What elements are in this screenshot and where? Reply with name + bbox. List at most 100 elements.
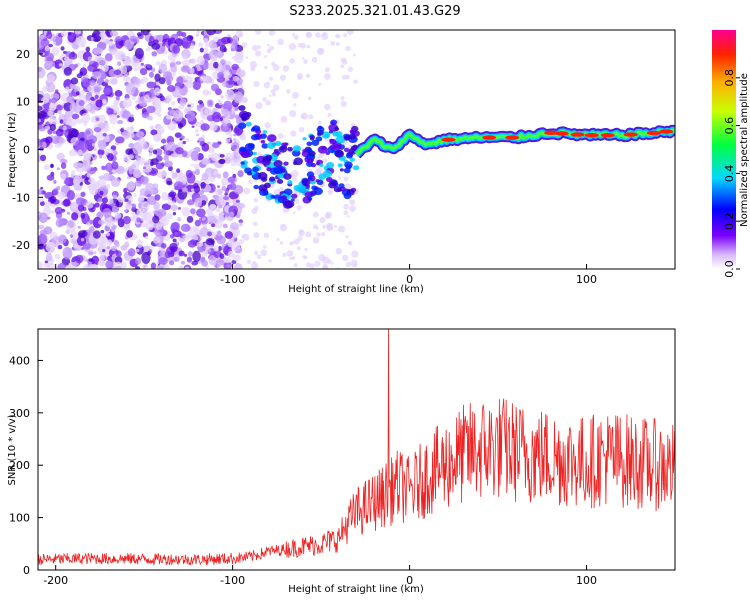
noise-blob	[121, 131, 131, 140]
noise-blob	[312, 211, 319, 218]
ridge-blob	[344, 161, 353, 169]
noise-blob	[44, 45, 50, 52]
noise-blob	[245, 56, 249, 59]
noise-blob	[201, 217, 206, 221]
noise-blob	[84, 104, 92, 111]
noise-blob	[153, 87, 161, 96]
noise-blob	[196, 208, 206, 218]
noise-blob	[122, 100, 128, 107]
noise-blob	[106, 239, 113, 247]
x-tick-label: 100	[576, 574, 597, 587]
noise-blob	[280, 115, 288, 123]
noise-blob	[115, 136, 125, 144]
noise-blob	[206, 30, 217, 36]
snr-y-ticks: 0 100 200 300 400	[9, 354, 43, 577]
noise-blob	[167, 107, 172, 111]
noise-blob	[77, 204, 85, 212]
noise-blob	[121, 261, 127, 269]
noise-blob	[63, 179, 71, 185]
noise-blob	[71, 212, 79, 221]
ridge-blob	[257, 172, 268, 180]
noise-blob	[159, 95, 165, 102]
noise-blob	[100, 37, 108, 43]
noise-blob	[268, 94, 272, 98]
noise-blob	[105, 260, 114, 269]
noise-blob	[186, 215, 194, 223]
noise-blob	[205, 238, 215, 246]
noise-blob	[266, 48, 272, 54]
noise-blob	[80, 212, 86, 219]
noise-blob	[177, 141, 184, 148]
noise-blob	[97, 142, 105, 149]
noise-blob	[151, 42, 161, 50]
ridge-peak	[584, 132, 599, 138]
noise-blob	[166, 180, 173, 186]
noise-blob	[77, 149, 83, 156]
ridge-blob	[238, 105, 246, 111]
ridge-blob	[301, 178, 311, 187]
ridge-blob	[308, 176, 313, 181]
ridge-blob	[287, 146, 293, 152]
noise-blob	[210, 152, 220, 162]
noise-blob	[218, 159, 226, 165]
noise-blob	[293, 263, 298, 268]
noise-blob	[217, 72, 225, 79]
noise-blob	[216, 230, 222, 237]
noise-blob	[277, 38, 284, 46]
spectrogram-noise	[38, 30, 360, 269]
noise-blob	[80, 178, 85, 182]
noise-blob	[124, 241, 130, 248]
noise-blob	[154, 194, 161, 201]
noise-blob	[152, 236, 161, 244]
noise-blob	[222, 125, 228, 131]
noise-blob	[322, 158, 328, 164]
noise-blob	[207, 154, 212, 159]
spectrogram-y-label: Frequency (Hz)	[7, 112, 18, 188]
noise-blob	[293, 211, 296, 214]
noise-blob	[91, 30, 102, 42]
noise-blob	[74, 85, 81, 94]
noise-blob	[68, 149, 78, 157]
noise-blob	[41, 141, 47, 148]
noise-blob	[146, 81, 157, 89]
noise-blob	[199, 227, 209, 238]
noise-blob	[106, 107, 114, 115]
noise-blob	[99, 240, 107, 247]
noise-blob	[220, 59, 226, 65]
noise-blob	[230, 44, 238, 52]
noise-blob	[165, 158, 170, 163]
noise-blob	[124, 39, 134, 50]
ridge-blob	[250, 134, 259, 141]
noise-blob	[41, 96, 50, 104]
noise-blob	[197, 100, 203, 104]
noise-blob	[166, 115, 173, 120]
noise-blob	[327, 189, 334, 195]
noise-blob	[212, 142, 220, 149]
noise-blob	[126, 180, 136, 191]
noise-blob	[190, 208, 196, 215]
noise-blob	[105, 87, 110, 93]
noise-blob	[90, 36, 94, 41]
noise-blob	[148, 152, 153, 156]
noise-blob	[70, 170, 76, 176]
noise-blob	[50, 163, 54, 169]
noise-blob	[247, 126, 250, 129]
noise-blob	[146, 105, 156, 114]
noise-blob	[241, 234, 246, 239]
noise-blob	[113, 69, 122, 76]
ridge-blob	[311, 139, 320, 146]
noise-blob	[231, 63, 239, 71]
noise-blob	[239, 239, 245, 245]
noise-blob	[38, 224, 45, 230]
ridge-blob	[253, 184, 259, 190]
ridge-blob	[345, 152, 353, 159]
noise-blob	[107, 153, 114, 162]
noise-blob	[160, 243, 167, 249]
y-tick-label: 0	[23, 144, 30, 157]
noise-blob	[201, 250, 208, 258]
noise-blob	[171, 101, 175, 106]
noise-blob	[70, 77, 79, 85]
noise-blob	[167, 141, 176, 152]
ridge-blob	[333, 144, 342, 151]
